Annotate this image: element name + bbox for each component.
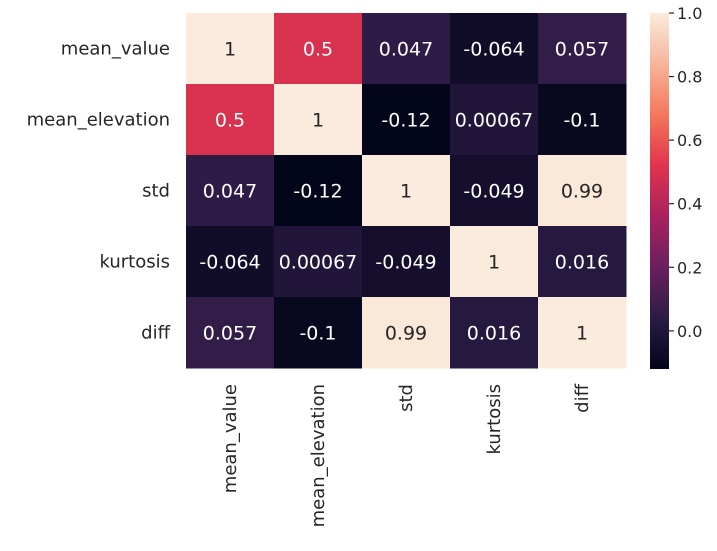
heatmap-cell-kurtosis-mean_elevation	[274, 226, 363, 298]
cell-annotation: 0.5	[303, 39, 333, 61]
cell-annotation: 0.057	[203, 323, 257, 345]
colorbar-tick-label: 0.0	[677, 322, 702, 341]
cell-annotation: 1	[400, 181, 412, 203]
heatmap-cell-diff-std	[362, 297, 451, 369]
cell-annotation: -0.1	[563, 110, 600, 132]
heatmap-cell-std-mean_value	[186, 155, 275, 227]
heatmap-cell-kurtosis-mean_value	[186, 226, 275, 298]
heatmap-cell-mean_value-kurtosis	[450, 13, 539, 85]
heatmap-cell-diff-kurtosis	[450, 297, 539, 369]
column-label: mean_value	[220, 384, 241, 493]
row-label: kurtosis	[99, 252, 170, 273]
cell-annotation: 0.047	[203, 181, 257, 203]
heatmap-cell-std-kurtosis	[450, 155, 539, 227]
heatmap-cell-std-std	[362, 155, 451, 227]
heatmap-cell-kurtosis-std	[362, 226, 451, 298]
heatmap-cell-mean_elevation-std	[362, 84, 451, 156]
cell-annotation: 0.016	[555, 252, 609, 274]
heatmap-cell-mean_value-std	[362, 13, 451, 85]
cell-annotation: 0.00067	[279, 252, 358, 274]
row-label: std	[142, 181, 170, 202]
colorbar-tick-label: 0.4	[677, 195, 702, 214]
colorbar-tick-label: 1.0	[677, 4, 702, 23]
cell-annotation: -0.064	[199, 252, 260, 274]
heatmap-cell-mean_value-diff	[538, 13, 627, 85]
colorbar: 0.0 0.2 0.4 0.6 0.8 1.0	[650, 4, 702, 369]
colorbar-tick-label: 0.2	[677, 258, 702, 277]
cell-annotation: 0.99	[561, 181, 603, 203]
heatmap-cell-mean_elevation-mean_value	[186, 84, 275, 156]
heatmap-cell-diff-diff	[538, 297, 627, 369]
cell-annotation: -0.049	[375, 252, 436, 274]
cell-annotation: 1	[312, 110, 324, 132]
cell-annotation: 0.00067	[455, 110, 534, 132]
heatmap-cell-diff-mean_elevation	[274, 297, 363, 369]
heatmap-cell-mean_value-mean_elevation	[274, 13, 363, 85]
cell-annotation: -0.064	[463, 39, 524, 61]
row-label: mean_elevation	[27, 110, 170, 131]
heatmap-cell-mean_elevation-diff	[538, 84, 627, 156]
column-label: kurtosis	[484, 384, 505, 455]
cell-annotation: 0.057	[555, 39, 609, 61]
cell-annotation: -0.1	[299, 323, 336, 345]
cell-annotation: 0.5	[215, 110, 245, 132]
column-label: mean_elevation	[308, 384, 329, 527]
heatmap-cell-kurtosis-diff	[538, 226, 627, 298]
cell-annotation: 0.016	[467, 323, 521, 345]
row-label: mean_value	[61, 39, 170, 60]
cell-annotation: 0.047	[379, 39, 433, 61]
cell-annotation: -0.12	[293, 181, 342, 203]
heatmap-cell-mean_value-mean_value	[186, 13, 275, 85]
cell-annotation: 1	[224, 39, 236, 61]
cell-annotation: -0.049	[463, 181, 524, 203]
colorbar-tick-label: 0.8	[677, 68, 702, 87]
column-label: diff	[572, 383, 593, 412]
colorbar-tick-label: 0.6	[677, 131, 702, 150]
heatmap-cell-mean_elevation-mean_elevation	[274, 84, 363, 156]
cell-annotation: 0.99	[385, 323, 427, 345]
row-label: diff	[141, 323, 170, 344]
column-labels: mean_value mean_elevation std kurtosis diff	[220, 383, 593, 527]
column-label: std	[396, 384, 417, 412]
heatmap-cell-std-diff	[538, 155, 627, 227]
heatmap-cells: 1 0.5 0.047 -0.064 0.057 0.5 1 -0.12 0.00067 -0.1…	[186, 13, 627, 369]
colorbar-gradient	[650, 13, 669, 369]
cell-annotation: -0.12	[381, 110, 430, 132]
heatmap-cell-diff-mean_value	[186, 297, 275, 369]
cell-annotation: 1	[576, 323, 588, 345]
heatmap-cell-kurtosis-kurtosis	[450, 226, 539, 298]
heatmap-cell-mean_elevation-kurtosis	[450, 84, 539, 156]
cell-annotation: 1	[488, 252, 500, 274]
heatmap-cell-std-mean_elevation	[274, 155, 363, 227]
